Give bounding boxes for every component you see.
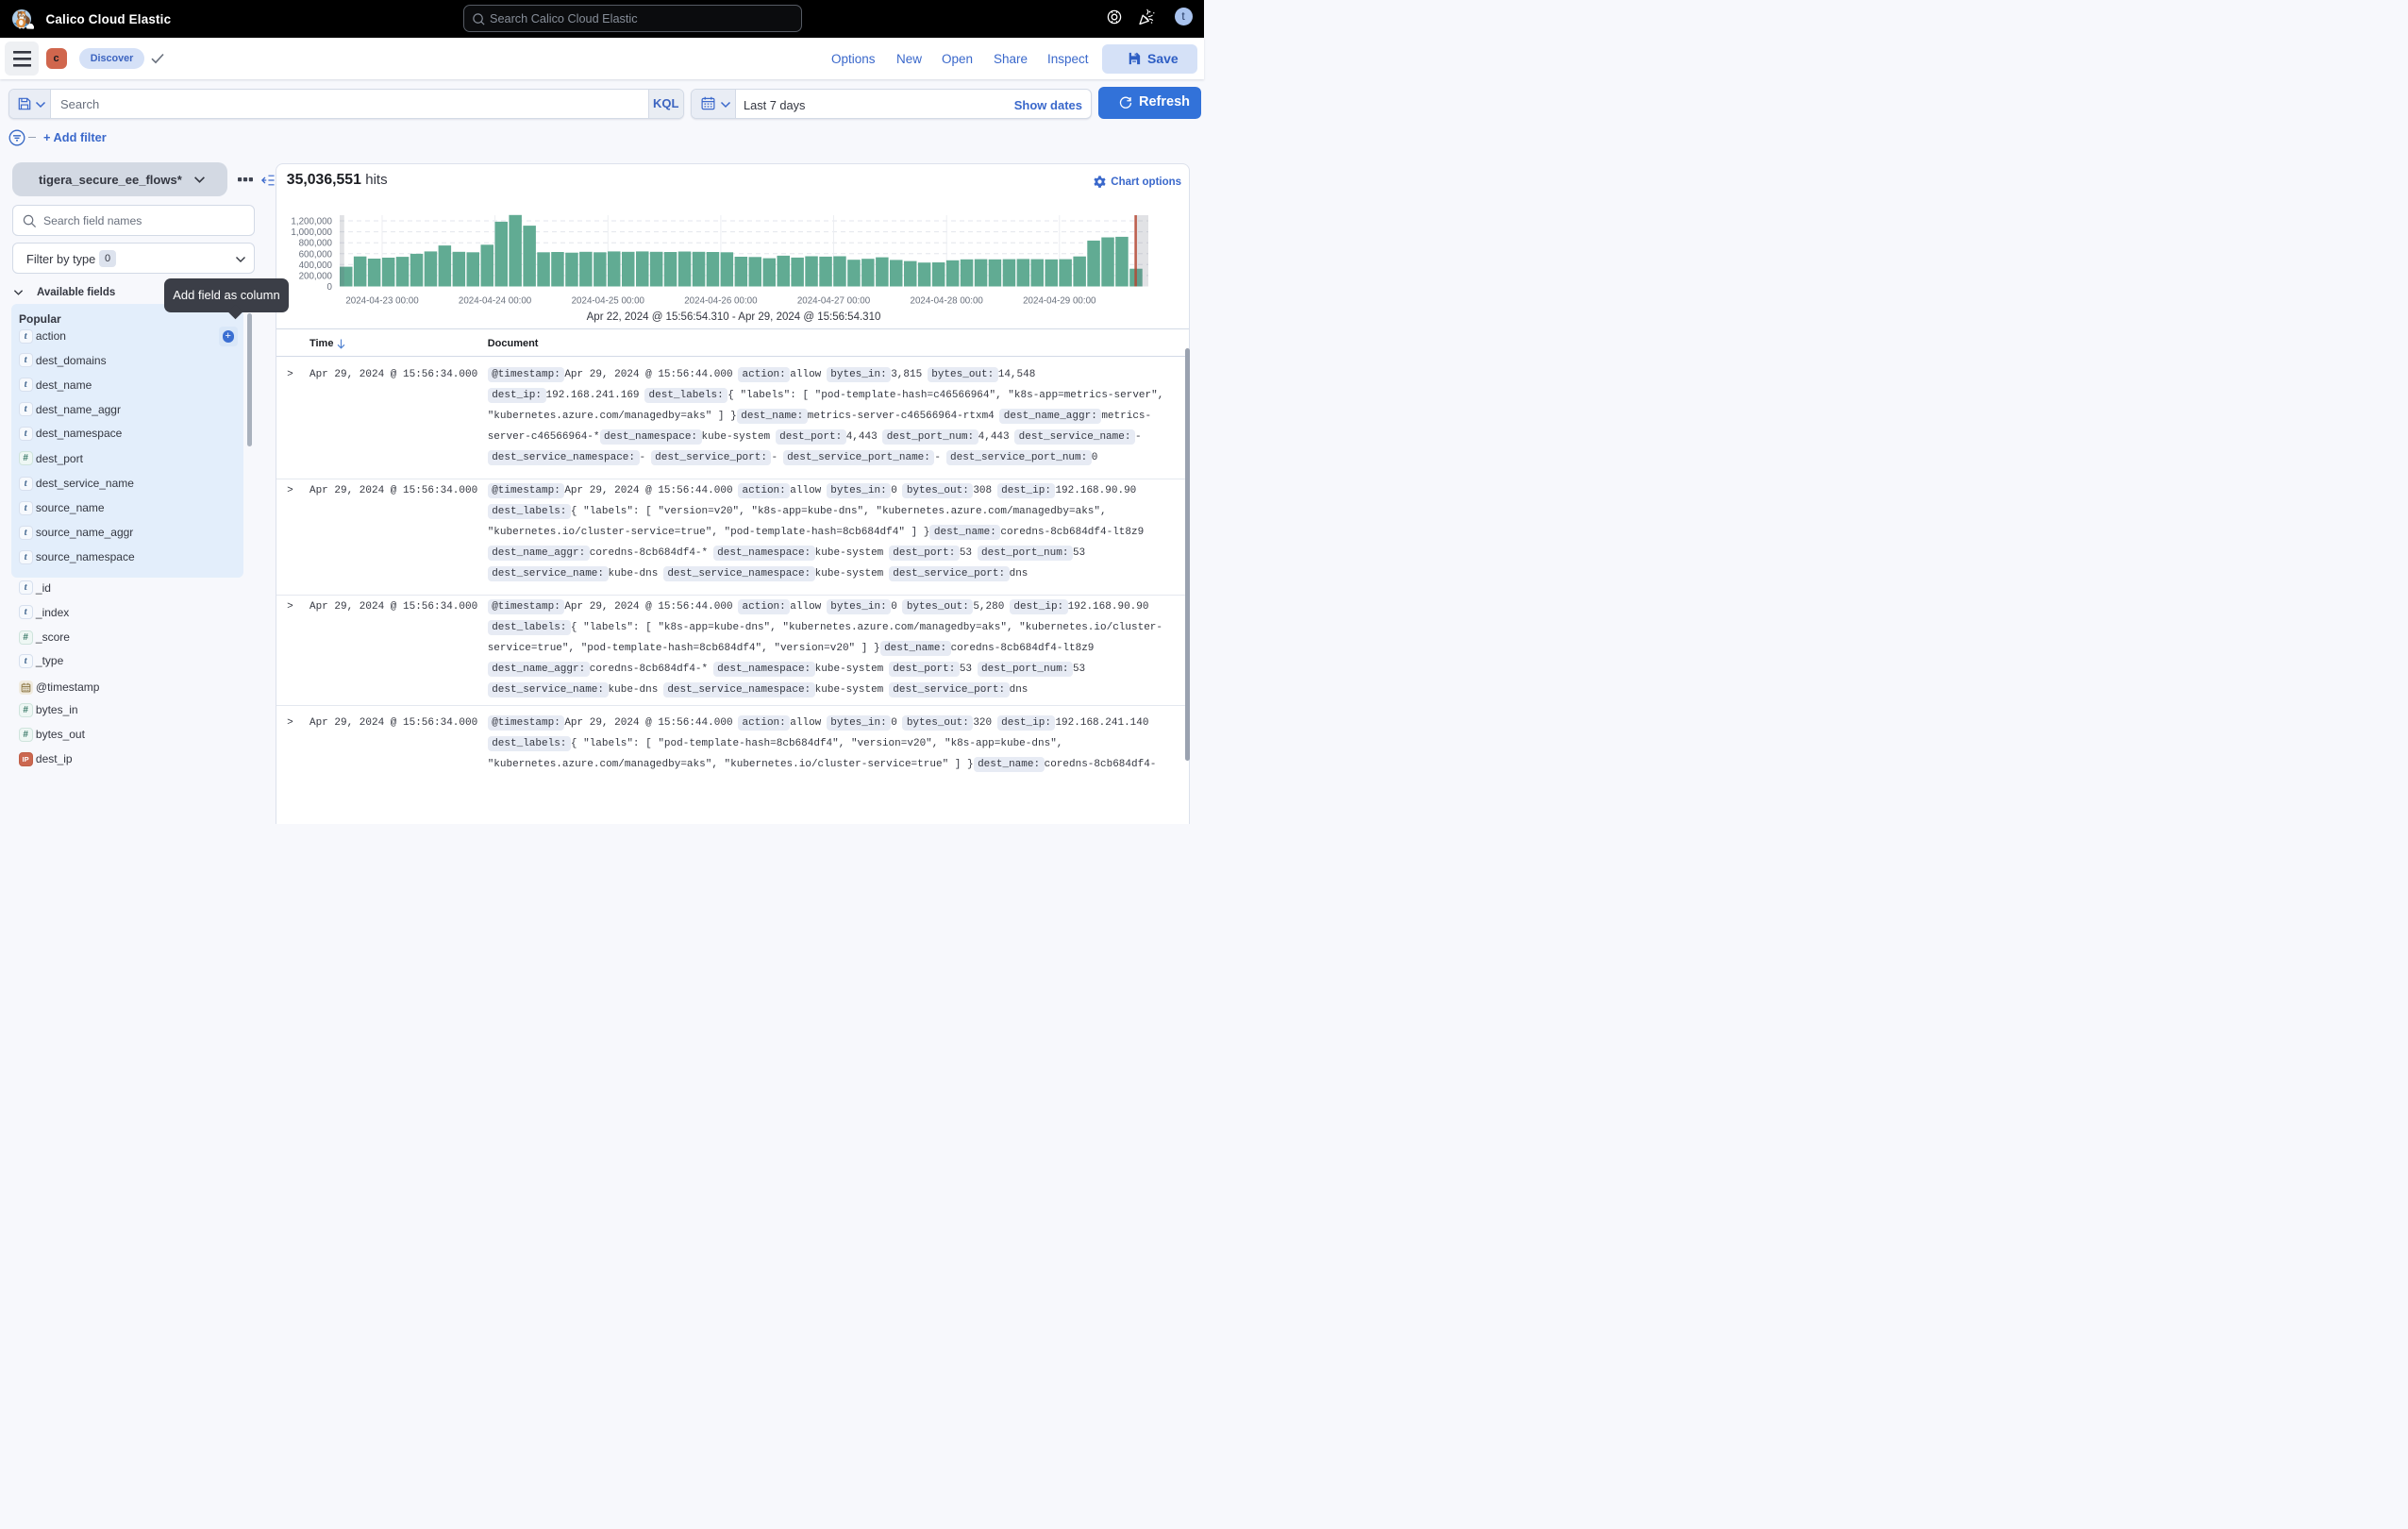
svg-text:2024-04-27 00:00: 2024-04-27 00:00 [797, 296, 871, 307]
svg-text:600,000: 600,000 [299, 249, 333, 260]
svg-text:2024-04-25 00:00: 2024-04-25 00:00 [572, 296, 645, 307]
svg-text:1,200,000: 1,200,000 [291, 217, 332, 227]
svg-text:200,000: 200,000 [299, 271, 333, 281]
svg-text:2024-04-29 00:00: 2024-04-29 00:00 [1023, 296, 1096, 307]
svg-text:Apr 22, 2024 @ 15:56:54.310 -: Apr 22, 2024 @ 15:56:54.310 - Apr 29, 20… [587, 311, 881, 323]
svg-text:400,000: 400,000 [299, 260, 333, 271]
svg-text:800,000: 800,000 [299, 239, 333, 249]
svg-text:2024-04-28 00:00: 2024-04-28 00:00 [911, 296, 984, 307]
svg-text:2024-04-26 00:00: 2024-04-26 00:00 [684, 296, 758, 307]
svg-text:0: 0 [327, 282, 333, 293]
svg-text:1,000,000: 1,000,000 [291, 227, 332, 238]
svg-text:2024-04-24 00:00: 2024-04-24 00:00 [459, 296, 532, 307]
svg-text:2024-04-23 00:00: 2024-04-23 00:00 [345, 296, 419, 307]
